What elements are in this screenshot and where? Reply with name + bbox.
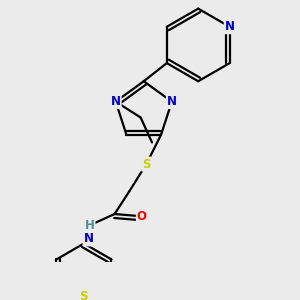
Text: N: N: [225, 20, 235, 33]
Text: H: H: [85, 219, 94, 232]
Text: N: N: [111, 95, 121, 108]
Text: S: S: [79, 290, 87, 300]
Text: N: N: [83, 232, 94, 245]
Text: N: N: [167, 95, 177, 108]
Text: O: O: [137, 210, 147, 223]
Text: S: S: [142, 158, 151, 171]
